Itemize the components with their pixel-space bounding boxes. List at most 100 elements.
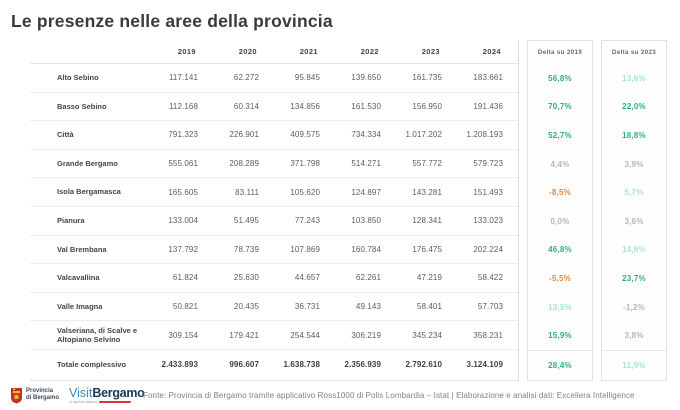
year-value: 62.272: [233, 73, 259, 83]
table-row: Alto Sebino 117.141 62.272 95.845 139.650 161…: [30, 64, 680, 93]
year-value: 3.124.109: [466, 360, 503, 370]
delta-2023-value: 5,7%: [601, 178, 667, 207]
delta-2023-value: 23,7%: [601, 264, 667, 293]
year-header-2024: 2024: [482, 47, 501, 56]
year-value: 112.168: [168, 101, 198, 111]
delta-2019-value: -5,5%: [527, 264, 593, 293]
year-value: 309.154: [168, 330, 198, 340]
year-value: 78.739: [233, 244, 259, 254]
table-body: Alto Sebino 117.141 62.272 95.845 139.650 161…: [30, 64, 680, 381]
delta-2023-header: Delta su 2023: [601, 40, 667, 64]
visit-bergamo-red-underline: [98, 401, 132, 403]
delta-2023-value: 3,8%: [601, 321, 667, 350]
year-value: 2.356.939: [344, 360, 381, 370]
year-value: 62.261: [355, 273, 381, 283]
year-value: 49.143: [355, 302, 381, 312]
table-row: Isola Bergamasca 165.605 83.111 105.620 124.…: [30, 178, 680, 207]
table-divider: [518, 64, 527, 93]
year-value: 514.271: [351, 159, 381, 169]
year-value: 2.792.610: [405, 360, 442, 370]
year-value: 165.605: [168, 187, 198, 197]
table-row: Valle Imagna 50.821 20.435 36.731 49.143 58.4…: [30, 292, 680, 322]
region-label: Totale complessivo: [57, 360, 127, 370]
year-value: 996.607: [229, 360, 259, 370]
delta-2023-value: 22,0%: [601, 92, 667, 122]
year-value: 134.856: [290, 101, 320, 111]
region-label: Valseriana, di Scalve e Altopiano Selvin…: [57, 325, 138, 345]
year-value: 1.208.193: [466, 130, 503, 140]
year-value: 95.845: [294, 73, 320, 83]
region-label: Alto Sebino: [57, 73, 99, 83]
delta-2019-value: 13,5%: [527, 292, 593, 322]
year-value: 179.421: [229, 330, 259, 340]
table-divider: [518, 92, 527, 122]
footer: Provincia di Bergamo VisitBergamo la cap…: [10, 385, 635, 404]
delta-2019-value: 52,7%: [527, 121, 593, 150]
year-value: 371.798: [290, 159, 320, 169]
year-value: 36.731: [294, 302, 320, 312]
table-divider: [518, 264, 527, 293]
table-divider: [518, 149, 527, 179]
provincia-di-bergamo-logo: Provincia di Bergamo: [10, 387, 59, 404]
delta-2019-value: 4,4%: [527, 149, 593, 179]
year-value: 226.901: [229, 130, 259, 140]
year-header-2020: 2020: [238, 47, 257, 56]
delta-2019-value: 56,8%: [527, 64, 593, 93]
year-value: 117.141: [168, 73, 198, 83]
year-value: 191.436: [473, 101, 503, 111]
delta-2023-value: 18,8%: [601, 121, 667, 150]
year-header-2022: 2022: [360, 47, 379, 56]
year-value: 105.620: [290, 187, 320, 197]
table-divider: [518, 292, 527, 322]
provincia-crest-icon: [11, 387, 22, 404]
year-value: 143.281: [412, 187, 442, 197]
year-value: 20.435: [233, 302, 259, 312]
year-value: 202.224: [473, 244, 503, 254]
visit-bergamo-logo-visit: Visit: [69, 385, 93, 400]
year-value: 409.575: [290, 130, 320, 140]
year-value: 161.530: [351, 101, 381, 111]
year-value: 25.630: [233, 273, 259, 283]
year-value: 1.017.202: [405, 130, 442, 140]
year-value: 51.495: [233, 216, 259, 226]
year-value: 133.004: [168, 216, 198, 226]
delta-2019-value: 15,9%: [527, 321, 593, 350]
delta-2019-header: Delta su 2019: [527, 40, 593, 64]
year-value: 83.111: [235, 187, 259, 197]
year-header-2021: 2021: [299, 47, 318, 56]
delta-2019-value: 28,4%: [527, 349, 593, 381]
delta-2023-value: 3,9%: [601, 149, 667, 179]
year-value: 358.231: [473, 330, 503, 340]
delta-2019-value: 70,7%: [527, 92, 593, 122]
year-value: 161.735: [412, 73, 442, 83]
region-label: Val Brembana: [57, 244, 107, 254]
table-row: Basso Sebino 112.168 60.314 134.856 161.530 1…: [30, 92, 680, 122]
page-title: Le presenze nelle aree della provincia: [11, 11, 333, 31]
visit-bergamo-logo-bergamo: Bergamo: [92, 385, 145, 400]
year-value: 734.334: [351, 130, 381, 140]
year-value: 60.314: [233, 101, 259, 111]
presence-table: 2019 2020 2021 2022 2023 2024 Delta su 2…: [30, 40, 680, 381]
table-divider: [518, 321, 527, 350]
table-divider: [518, 40, 527, 64]
year-value: 555.061: [168, 159, 198, 169]
year-value: 124.897: [351, 187, 381, 197]
year-value: 579.723: [473, 159, 503, 169]
year-value: 208.289: [229, 159, 259, 169]
year-value: 133.023: [473, 216, 503, 226]
year-value: 557.772: [412, 159, 442, 169]
year-value: 176.475: [412, 244, 442, 254]
table-divider: [518, 349, 527, 381]
year-value: 345.234: [412, 330, 442, 340]
region-label: Valcavallina: [57, 273, 100, 283]
year-value: 58.422: [477, 273, 503, 283]
table-row: Pianura 133.004 51.495 77.243 103.850 128.341…: [30, 206, 680, 236]
year-value: 791.323: [168, 130, 198, 140]
year-value: 306.219: [351, 330, 381, 340]
year-value: 58.401: [416, 302, 442, 312]
year-value: 50.821: [172, 302, 198, 312]
delta-2019-value: 46,8%: [527, 235, 593, 265]
provincia-logo-text-line1: Provincia: [26, 388, 54, 395]
region-label: Grande Bergamo: [57, 158, 118, 168]
delta-2023-value: 11,9%: [601, 349, 667, 381]
